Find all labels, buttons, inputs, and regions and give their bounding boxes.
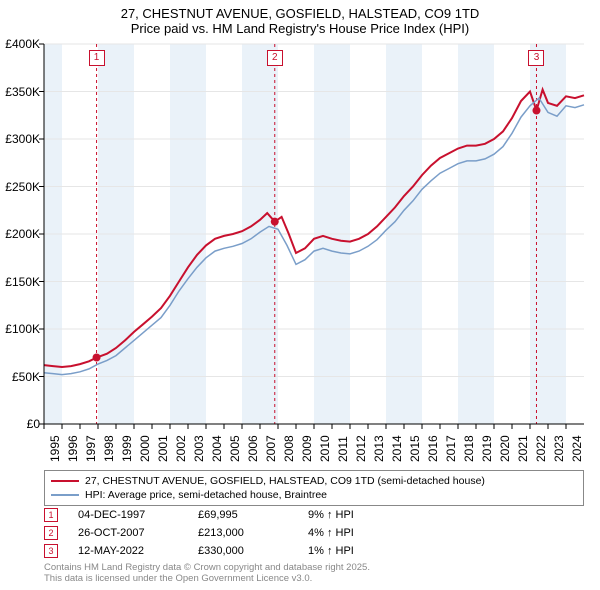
x-tick-label: 1996: [66, 435, 80, 462]
x-tick-label: 2003: [192, 435, 206, 462]
x-tick-label: 2009: [300, 435, 314, 462]
y-tick-label: £350K: [5, 85, 40, 99]
sale-row-marker: 1: [44, 508, 58, 522]
sale-marker-box: 1: [89, 50, 105, 66]
x-tick-label: 1997: [84, 435, 98, 462]
sale-row-price: £330,000: [198, 545, 308, 557]
footer-line2: This data is licensed under the Open Gov…: [44, 573, 370, 584]
sale-row: 3 12-MAY-2022£330,0001% ↑ HPI: [44, 542, 584, 560]
x-tick-label: 2016: [426, 435, 440, 462]
x-tick-label: 2014: [390, 435, 404, 462]
x-tick-label: 2012: [354, 435, 368, 462]
x-tick-label: 2005: [228, 435, 242, 462]
legend-label: HPI: Average price, semi-detached house,…: [85, 489, 327, 501]
chart-svg: [44, 44, 584, 424]
x-tick-label: 2007: [264, 435, 278, 462]
chart-area: £0£50K£100K£150K£200K£250K£300K£350K£400…: [44, 44, 584, 424]
x-tick-label: 2017: [444, 435, 458, 462]
y-tick-label: £200K: [5, 227, 40, 241]
sale-row-date: 04-DEC-1997: [78, 509, 198, 521]
x-tick-label: 2006: [246, 435, 260, 462]
legend-row: 27, CHESTNUT AVENUE, GOSFIELD, HALSTEAD,…: [51, 474, 577, 488]
x-axis-labels: 1995 1996 1997 1998 1999 2000 2001 2002 2003 2004…: [44, 426, 584, 476]
y-tick-label: £150K: [5, 275, 40, 289]
footer: Contains HM Land Registry data © Crown c…: [44, 562, 370, 585]
x-tick-label: 2018: [462, 435, 476, 462]
x-tick-label: 2015: [408, 435, 422, 462]
x-tick-label: 2002: [174, 435, 188, 462]
y-axis-labels: £0£50K£100K£150K£200K£250K£300K£350K£400…: [0, 44, 42, 424]
x-tick-label: 2022: [534, 435, 548, 462]
sale-row: 1 04-DEC-1997£69,9959% ↑ HPI: [44, 506, 584, 524]
y-tick-label: £400K: [5, 37, 40, 51]
x-tick-label: 2020: [498, 435, 512, 462]
x-tick-label: 2010: [318, 435, 332, 462]
title-block: 27, CHESTNUT AVENUE, GOSFIELD, HALSTEAD,…: [0, 0, 600, 38]
y-tick-label: £300K: [5, 132, 40, 146]
sale-marker-box: 2: [267, 50, 283, 66]
title-address: 27, CHESTNUT AVENUE, GOSFIELD, HALSTEAD,…: [0, 6, 600, 21]
sale-row-pct: 9% ↑ HPI: [308, 509, 398, 521]
sale-row-pct: 4% ↑ HPI: [308, 527, 398, 539]
y-tick-label: £250K: [5, 180, 40, 194]
legend-swatch: [51, 494, 79, 496]
sales-table: 1 04-DEC-1997£69,9959% ↑ HPI 2 26-OCT-2007£…: [44, 506, 584, 560]
y-tick-label: £50K: [12, 370, 40, 384]
sale-row-date: 12-MAY-2022: [78, 545, 198, 557]
sale-row-marker: 3: [44, 544, 58, 558]
x-tick-label: 2019: [480, 435, 494, 462]
x-tick-label: 2004: [210, 435, 224, 462]
x-tick-label: 2024: [570, 435, 584, 462]
legend: 27, CHESTNUT AVENUE, GOSFIELD, HALSTEAD,…: [44, 470, 584, 506]
legend-row: HPI: Average price, semi-detached house,…: [51, 488, 577, 502]
x-tick-label: 1998: [102, 435, 116, 462]
x-tick-label: 2008: [282, 435, 296, 462]
y-tick-label: £100K: [5, 322, 40, 336]
x-tick-label: 2023: [552, 435, 566, 462]
sale-marker-box: 3: [528, 50, 544, 66]
x-tick-label: 1999: [120, 435, 134, 462]
title-subtitle: Price paid vs. HM Land Registry's House …: [0, 21, 600, 36]
y-tick-label: £0: [27, 417, 40, 431]
sale-row-price: £69,995: [198, 509, 308, 521]
x-tick-label: 2013: [372, 435, 386, 462]
sale-row-date: 26-OCT-2007: [78, 527, 198, 539]
sale-row-marker: 2: [44, 526, 58, 540]
x-tick-label: 1995: [48, 435, 62, 462]
x-tick-label: 2011: [336, 436, 350, 462]
footer-line1: Contains HM Land Registry data © Crown c…: [44, 562, 370, 573]
x-tick-label: 2021: [516, 435, 530, 462]
legend-swatch: [51, 480, 79, 482]
sale-row-pct: 1% ↑ HPI: [308, 545, 398, 557]
legend-label: 27, CHESTNUT AVENUE, GOSFIELD, HALSTEAD,…: [85, 475, 485, 487]
chart-container: 27, CHESTNUT AVENUE, GOSFIELD, HALSTEAD,…: [0, 0, 600, 590]
x-tick-label: 2000: [138, 435, 152, 462]
x-tick-label: 2001: [156, 435, 170, 462]
sale-row: 2 26-OCT-2007£213,0004% ↑ HPI: [44, 524, 584, 542]
sale-row-price: £213,000: [198, 527, 308, 539]
